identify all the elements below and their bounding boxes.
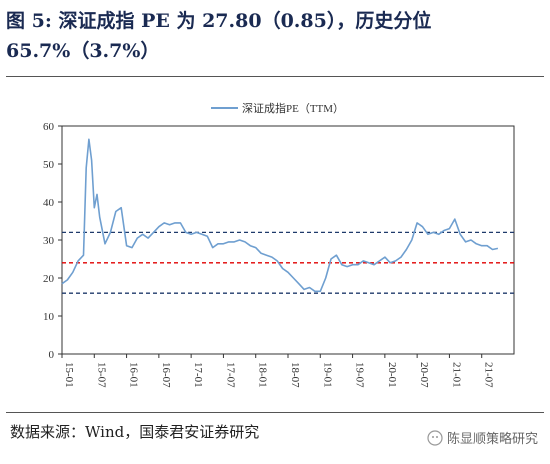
watermark-text: 陈显顺策略研究 [446,432,538,447]
x-tick-label: 18-01 [257,362,269,388]
watermark: 陈显顺策略研究 [427,428,538,447]
title-underline [6,76,544,77]
x-tick-label: 21-01 [450,362,462,388]
y-tick-label: 60 [43,121,55,133]
x-tick-label: 16-07 [160,362,172,388]
source-note: 数据来源：Wind，国泰君安证券研究 [10,423,260,441]
pe-line-chart: 深证成指PE（TTM） 0 10 20 30 40 50 60 15-01 15-07 16-0… [43,101,515,388]
wechat-icon [427,429,443,446]
x-tick-label: 15-07 [95,362,107,388]
x-tick-label: 19-07 [354,362,366,388]
x-tick-label: 21-07 [483,362,495,388]
x-tick-label: 17-07 [224,362,236,388]
series-line [61,138,499,293]
y-axis: 0 10 20 30 40 50 60 [43,121,62,361]
y-tick-label: 10 [43,311,55,323]
x-tick-label: 19-01 [321,362,333,388]
series-group [61,138,499,293]
x-tick-label: 20-07 [418,362,430,388]
y-tick-label: 50 [43,159,55,171]
x-tick-label: 16-01 [128,362,140,388]
x-axis: 15-01 15-07 16-01 16-07 17-01 17-07 18-01 18-07… [61,354,495,388]
source-rule [6,412,544,413]
figure-title: 图 5: 深证成指 PE 为 27.80（0.85），历史分位 65.7%（3.… [6,10,432,62]
y-tick-label: 0 [49,349,55,361]
x-tick-label: 18-07 [289,362,301,388]
y-tick-label: 30 [43,235,55,247]
reference-lines [62,231,514,294]
x-tick-label: 17-01 [192,362,204,388]
y-tick-label: 20 [43,273,55,285]
x-tick-label: 15-01 [63,362,75,388]
legend-label: 深证成指PE（TTM） [242,101,344,115]
x-tick-label: 20-01 [386,362,398,388]
chart-container: 深证成指PE（TTM） 0 10 20 30 40 50 60 15-01 15-07 16-0… [6,86,544,408]
y-tick-label: 40 [43,197,55,209]
plot-frame [61,125,515,355]
